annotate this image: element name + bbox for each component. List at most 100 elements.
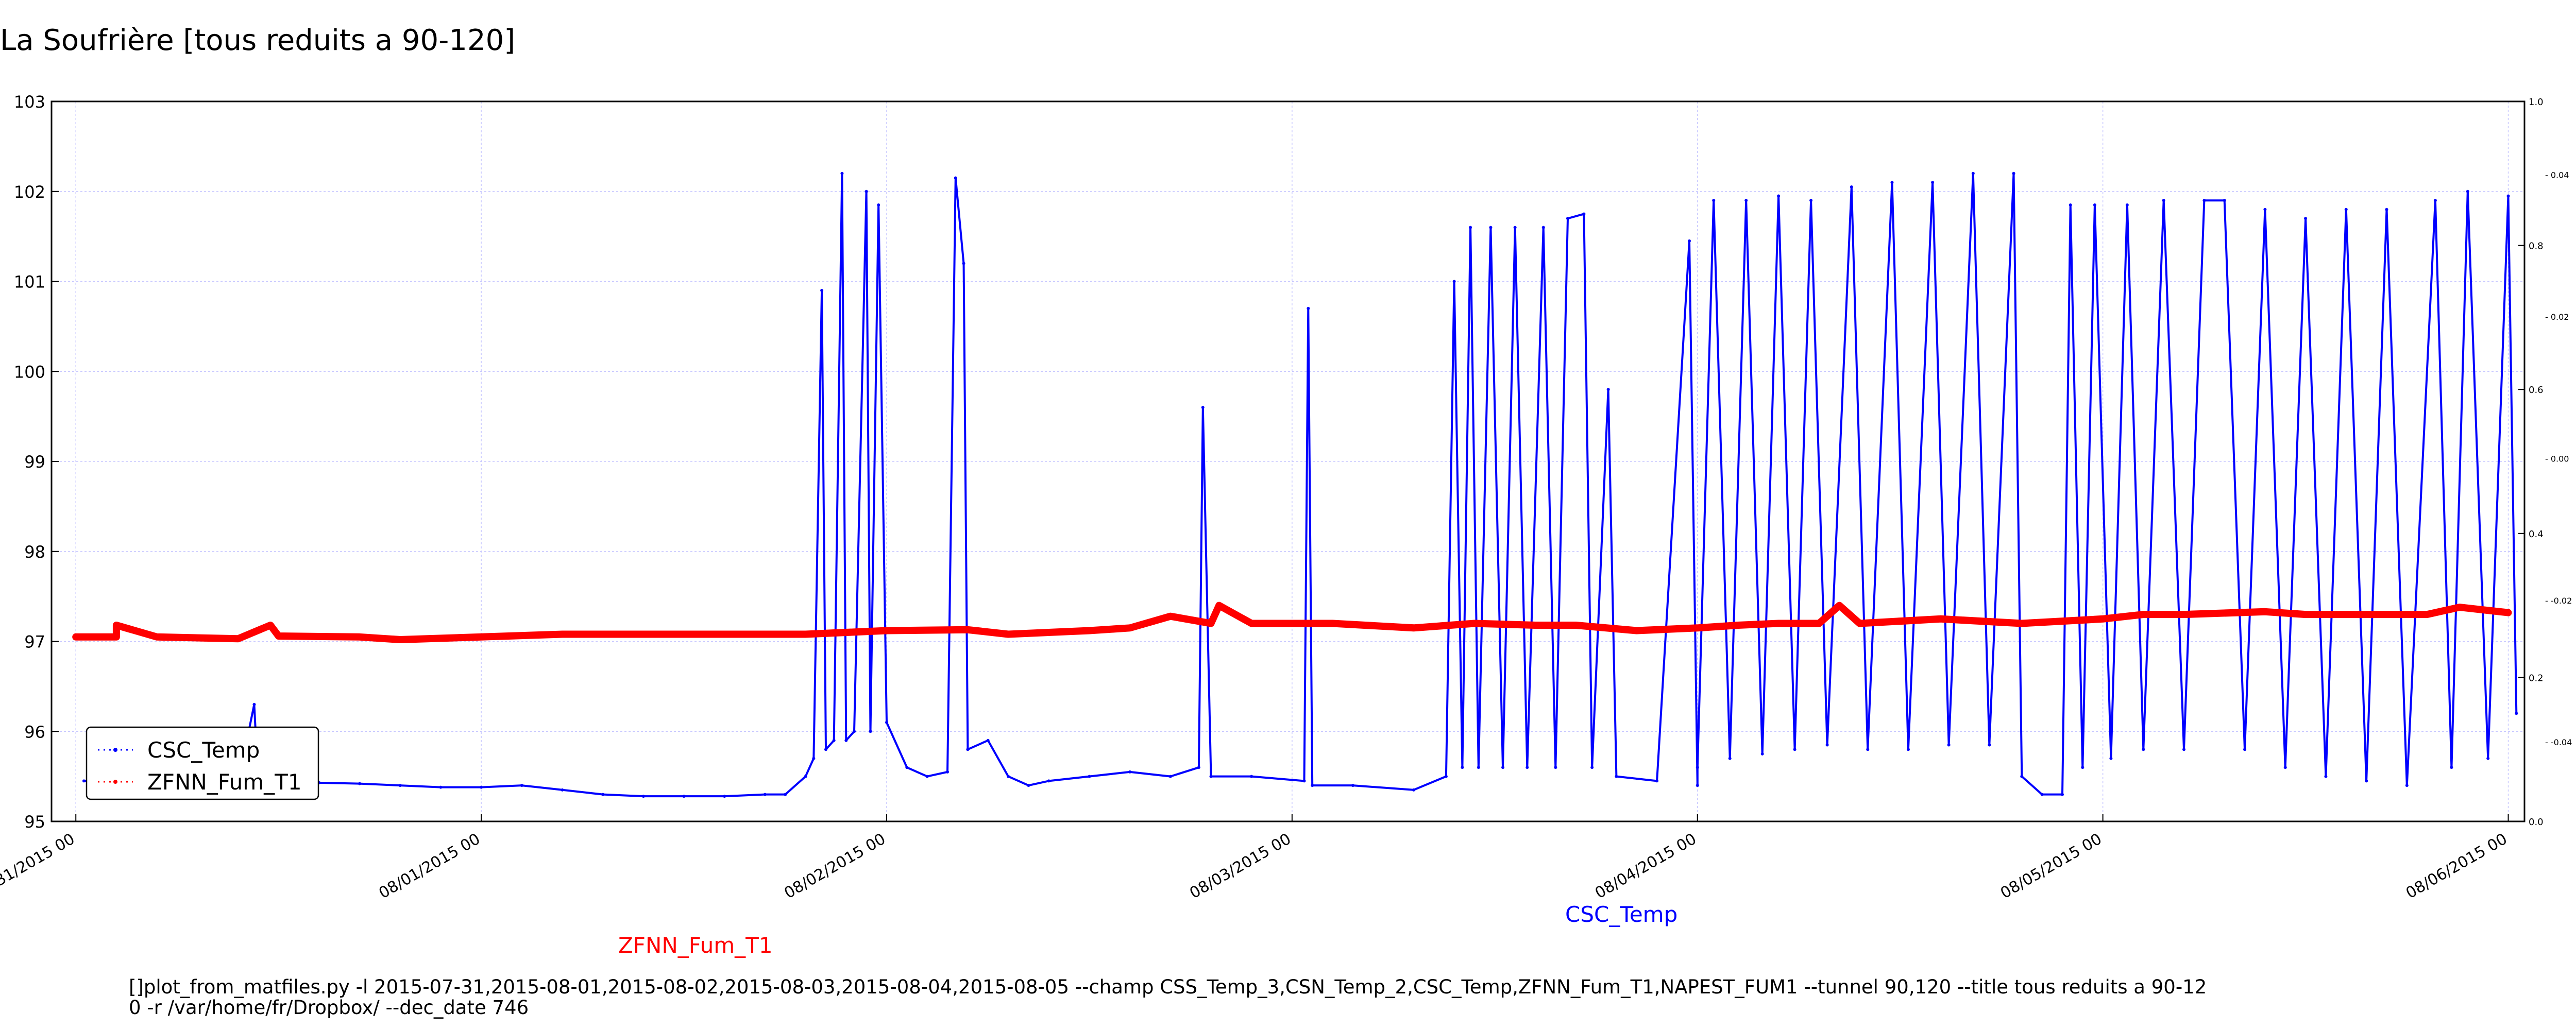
data-point [1007,775,1010,778]
data-point [2020,775,2024,778]
x-tick-label: 08/02/2015 00 [781,830,889,903]
series-line-ZFNN_Fum_T1 [72,602,2512,643]
y-tick-label: 103 [14,92,45,112]
series [72,171,2518,798]
data-point [1890,181,1894,184]
data-point [2385,208,2388,211]
data-point [2324,775,2328,778]
data-point [561,788,564,792]
data-point [1201,406,1205,409]
data-point [946,770,950,774]
legend-marker [113,748,117,752]
data-point [1728,757,1732,760]
data-point [601,793,605,796]
data-point [763,793,767,796]
data-point [1606,388,1610,391]
data-point [520,784,523,787]
data-point [1931,181,1935,184]
data-point [2162,199,2165,202]
y-tick-label: 96 [24,722,45,742]
data-point [2486,757,2490,760]
data-point [2182,748,2186,751]
data-point [2515,712,2518,715]
data-point [905,766,909,769]
x-tick-label: 08/03/2015 00 [1187,830,1294,903]
data-point [2433,199,2437,202]
data-point [1947,743,1951,747]
data-point [885,720,888,724]
data-point [1615,775,1618,778]
y-axis: 95 96 97 98 99 100 101 102 103 [14,92,59,832]
data-point [1302,779,1306,783]
data-point [1412,788,1415,792]
data-point [2450,766,2453,769]
data-point [1554,766,1557,769]
data-point [1351,784,1354,787]
data-point [2304,217,2308,220]
data-point [1526,766,1529,769]
y-right-tick-label: 0.2 [2529,673,2544,683]
data-point [2243,748,2247,751]
data-point [2223,199,2226,202]
data-point [1777,194,1781,198]
data-point [1988,743,1991,747]
command-line-2: 0 -r /var/home/fr/Dropbox/ --dec_date 74… [129,997,529,1019]
data-point [2109,757,2113,760]
y-tick-label: 101 [14,272,45,292]
data-point [2093,203,2096,207]
x-tick-label: 07/31/2015 00 [0,830,78,903]
data-point [1128,770,1132,774]
data-point [844,739,848,742]
data-point [820,288,824,292]
data-point [2125,203,2129,207]
y-tick-label: 102 [14,182,45,202]
data-point [82,779,86,783]
red-series-label: ZFNN_Fum_T1 [618,933,773,958]
data-point [1307,306,1310,310]
y-right-secondary-label: - 0.00 [2545,454,2569,464]
data-point [1477,766,1480,769]
x-tick-label: 08/06/2015 00 [2403,830,2511,903]
legend: CSC_Temp ZFNN_Fum_T1 [86,726,319,800]
data-point [1501,766,1505,769]
data-point [1744,199,1748,202]
y-axis-right: 0.0 0.2 0.4 0.6 0.8 1.0 - -0.04 - -0.02 - 0.00 - … [2518,97,2572,828]
data-point [962,262,965,265]
data-point [1461,766,1464,769]
data-point [2405,784,2409,787]
y-right-tick-label: 1.0 [2529,97,2544,108]
data-point [358,782,362,785]
data-point [877,203,880,207]
data-point [1866,748,1870,751]
data-point [1444,775,1448,778]
data-point [804,775,807,778]
data-point [986,739,990,742]
series-line-CSC_Temp [83,172,2518,798]
y-right-secondary-label: - -0.04 [2545,737,2572,747]
data-point [853,730,856,733]
y-tick-label: 95 [24,812,45,832]
y-tick-label: 99 [24,452,45,472]
data-point [1809,199,1813,202]
data-point [832,739,836,742]
data-point [1452,280,1456,283]
data-point [925,775,929,778]
data-point [1760,752,1764,756]
blue-series-label: CSC_Temp [1565,902,1677,927]
x-tick-label: 08/05/2015 00 [1997,830,2105,903]
legend-label: CSC_Temp [147,737,260,763]
data-point [1047,779,1050,783]
data-point [1655,779,1659,783]
y-right-tick-label: 0.8 [2529,241,2544,252]
y-right-tick-label: 0.6 [2529,385,2544,396]
y-right-tick-label: 0.0 [2529,817,2544,828]
data-point [2142,748,2145,751]
data-point [2506,194,2510,198]
data-point [480,785,483,789]
data-point [1209,775,1213,778]
y-tick-label: 97 [24,632,45,652]
y-right-secondary-label: - -0.02 [2545,596,2572,606]
data-point [1696,784,1699,787]
data-point [1688,239,1691,243]
